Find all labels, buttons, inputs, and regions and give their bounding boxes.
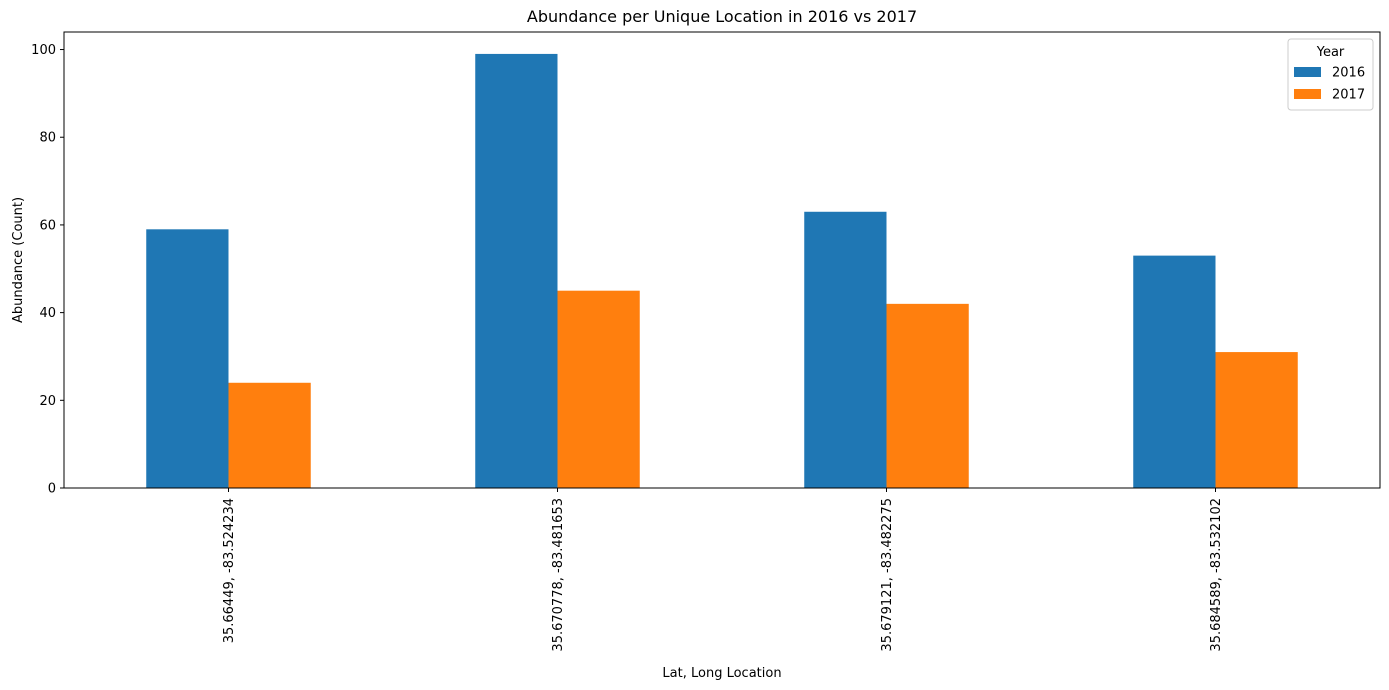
x-tick-label-1: 35.670778, -83.481653 [551, 498, 566, 652]
bar-2016-1 [475, 53, 558, 489]
legend-title: Year [1316, 45, 1345, 60]
bar-2016-3 [1133, 255, 1216, 488]
bar-2017-1 [557, 290, 640, 488]
x-tick-label-2: 35.679121, -83.482275 [880, 498, 895, 652]
bar-2017-3 [1215, 352, 1298, 488]
y-tick-label-60: 60 [39, 218, 56, 233]
y-tick-label-100: 100 [31, 43, 56, 58]
bar-2016-2 [804, 211, 887, 488]
bar-2017-2 [886, 303, 969, 488]
y-axis-label: Abundance (Count) [11, 197, 26, 323]
y-tick-label-40: 40 [39, 306, 56, 321]
y-tick-label-20: 20 [39, 394, 56, 409]
legend-swatch-2017 [1294, 89, 1321, 99]
x-tick-label-3: 35.684589, -83.532102 [1209, 498, 1224, 652]
plot-area: 0 20 40 60 80 100 35.66449, -83.524234 35.67077… [31, 31, 1381, 652]
y-tick-label-0: 0 [48, 482, 56, 497]
bar-2017-0 [228, 382, 311, 488]
x-tick-label-0: 35.66449, -83.524234 [222, 498, 237, 643]
x-axis-label: Lat, Long Location [662, 666, 781, 681]
plot-frame [63, 31, 1381, 489]
legend-label-2016: 2016 [1332, 66, 1365, 81]
chart-title: Abundance per Unique Location in 2016 vs… [527, 7, 917, 26]
legend-swatch-2016 [1294, 67, 1321, 77]
y-tick-label-80: 80 [39, 131, 56, 146]
legend: Year 2016 2017 [1287, 38, 1374, 111]
legend-label-2017: 2017 [1332, 88, 1365, 103]
bar-2016-0 [146, 229, 229, 488]
